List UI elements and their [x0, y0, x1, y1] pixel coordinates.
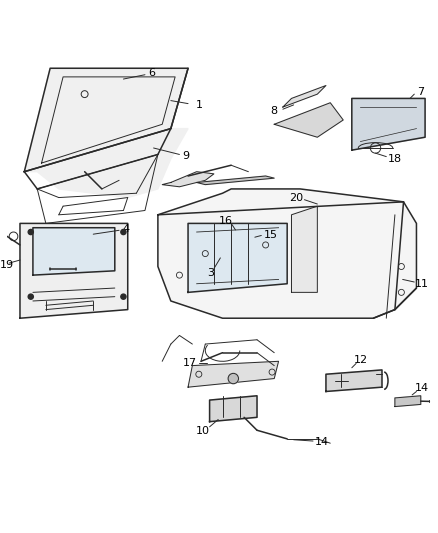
Polygon shape — [395, 396, 421, 407]
Text: 10: 10 — [196, 426, 210, 436]
Text: 4: 4 — [123, 223, 130, 233]
Text: 14: 14 — [414, 383, 429, 393]
Polygon shape — [188, 223, 287, 293]
Polygon shape — [274, 103, 343, 137]
Polygon shape — [24, 68, 188, 172]
Text: 14: 14 — [314, 437, 328, 447]
Text: 3: 3 — [207, 268, 214, 278]
Polygon shape — [291, 206, 318, 293]
Polygon shape — [162, 172, 214, 187]
Polygon shape — [158, 189, 417, 318]
Polygon shape — [283, 85, 326, 107]
Text: 12: 12 — [353, 356, 367, 366]
Circle shape — [28, 294, 33, 299]
Text: 1: 1 — [195, 100, 202, 110]
Text: 6: 6 — [148, 68, 155, 78]
Text: 11: 11 — [415, 279, 429, 289]
Circle shape — [28, 229, 33, 235]
Text: 18: 18 — [388, 154, 402, 164]
Text: 9: 9 — [182, 151, 190, 161]
Text: 7: 7 — [417, 87, 424, 97]
Text: 17: 17 — [183, 359, 197, 368]
Polygon shape — [20, 223, 128, 318]
Text: 8: 8 — [270, 106, 277, 116]
Polygon shape — [24, 68, 188, 198]
Polygon shape — [197, 176, 274, 184]
Text: 19: 19 — [0, 260, 14, 270]
Circle shape — [121, 294, 126, 299]
Polygon shape — [352, 99, 425, 150]
Text: 20: 20 — [289, 192, 303, 203]
Polygon shape — [326, 370, 382, 391]
Polygon shape — [210, 396, 257, 422]
Text: 15: 15 — [264, 230, 278, 240]
Polygon shape — [33, 228, 115, 275]
Polygon shape — [188, 361, 279, 387]
Circle shape — [228, 374, 238, 384]
Circle shape — [121, 229, 126, 235]
Text: 16: 16 — [219, 216, 233, 226]
